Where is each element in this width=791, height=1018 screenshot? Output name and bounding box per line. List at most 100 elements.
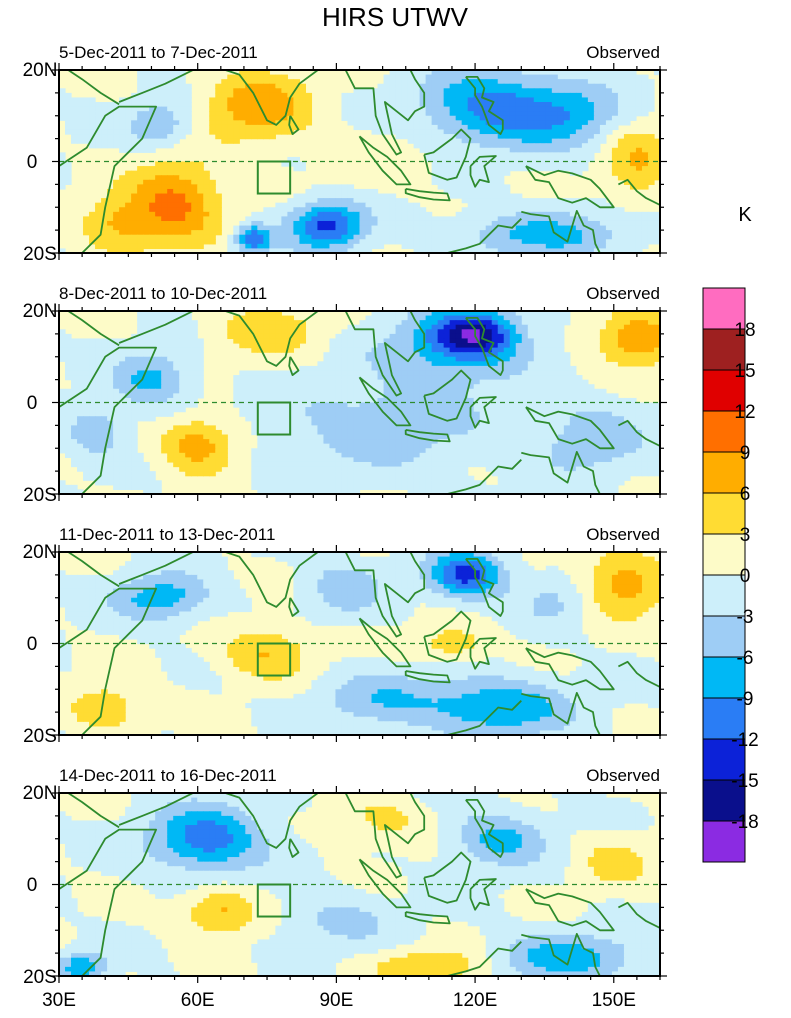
field-cell bbox=[516, 143, 523, 148]
field-cell bbox=[576, 403, 583, 408]
field-cell bbox=[552, 357, 559, 362]
field-cell bbox=[558, 430, 565, 435]
field-cell bbox=[456, 389, 463, 394]
field-cell bbox=[209, 203, 216, 208]
field-cell bbox=[462, 380, 469, 385]
field-cell bbox=[624, 239, 631, 244]
field-cell bbox=[558, 207, 565, 212]
field-cell bbox=[624, 407, 631, 412]
field-cell bbox=[155, 375, 162, 380]
field-cell bbox=[540, 348, 547, 353]
field-cell bbox=[360, 125, 367, 130]
field-cell bbox=[456, 235, 463, 240]
field-cell bbox=[474, 384, 481, 389]
field-cell bbox=[396, 134, 403, 139]
field-cell bbox=[269, 102, 276, 107]
field-cell bbox=[396, 88, 403, 93]
field-cell bbox=[648, 352, 655, 357]
field-cell bbox=[648, 320, 655, 325]
field-cell bbox=[516, 107, 523, 112]
field-cell bbox=[167, 93, 174, 98]
field-cell bbox=[456, 107, 463, 112]
field-cell bbox=[474, 370, 481, 375]
field-cell bbox=[233, 125, 240, 130]
field-cell bbox=[239, 334, 246, 339]
field-cell bbox=[245, 97, 252, 102]
field-cell bbox=[89, 221, 96, 226]
field-cell bbox=[444, 129, 451, 134]
field-cell bbox=[167, 357, 174, 362]
field-cell bbox=[305, 216, 312, 221]
field-cell bbox=[245, 389, 252, 394]
field-cell bbox=[564, 134, 571, 139]
field-cell bbox=[173, 370, 180, 375]
field-cell bbox=[71, 361, 78, 366]
field-cell bbox=[149, 334, 156, 339]
field-cell bbox=[137, 212, 144, 217]
field-cell bbox=[630, 235, 637, 240]
field-cell bbox=[516, 116, 523, 121]
field-cell bbox=[450, 403, 457, 408]
field-cell bbox=[600, 393, 607, 398]
field-cell bbox=[209, 226, 216, 231]
field-cell bbox=[353, 389, 360, 394]
field-cell bbox=[510, 129, 517, 134]
field-cell bbox=[245, 107, 252, 112]
field-cell bbox=[263, 421, 270, 426]
field-cell bbox=[191, 194, 198, 199]
field-cell bbox=[305, 203, 312, 208]
field-cell bbox=[618, 226, 625, 231]
field-cell bbox=[450, 334, 457, 339]
field-cell bbox=[335, 421, 342, 426]
field-cell bbox=[173, 338, 180, 343]
field-cell bbox=[498, 198, 505, 203]
field-cell bbox=[582, 412, 589, 417]
field-cell bbox=[161, 403, 168, 408]
field-cell bbox=[516, 129, 523, 134]
field-cell bbox=[239, 407, 246, 412]
field-cell bbox=[113, 180, 120, 185]
field-cell bbox=[257, 384, 264, 389]
field-cell bbox=[179, 235, 186, 240]
field-cell bbox=[534, 338, 541, 343]
field-cell bbox=[197, 171, 204, 176]
field-cell bbox=[618, 407, 625, 412]
field-cell bbox=[630, 352, 637, 357]
field-cell bbox=[185, 239, 192, 244]
field-cell bbox=[329, 184, 336, 189]
field-cell bbox=[173, 207, 180, 212]
field-cell bbox=[366, 352, 373, 357]
field-cell bbox=[83, 412, 90, 417]
field-cell bbox=[227, 334, 234, 339]
field-cell bbox=[396, 84, 403, 89]
field-cell bbox=[504, 380, 511, 385]
field-cell bbox=[347, 116, 354, 121]
field-cell bbox=[353, 370, 360, 375]
field-cell bbox=[402, 79, 409, 84]
field-cell bbox=[95, 421, 102, 426]
field-cell bbox=[215, 97, 222, 102]
field-cell bbox=[161, 384, 168, 389]
field-cell bbox=[534, 134, 541, 139]
field-cell bbox=[456, 380, 463, 385]
field-cell bbox=[89, 348, 96, 353]
field-cell bbox=[329, 198, 336, 203]
field-cell bbox=[378, 207, 385, 212]
field-cell bbox=[269, 97, 276, 102]
field-cell bbox=[143, 338, 150, 343]
field-cell bbox=[498, 175, 505, 180]
field-cell bbox=[77, 421, 84, 426]
field-cell bbox=[335, 226, 342, 231]
field-cell bbox=[89, 143, 96, 148]
field-cell bbox=[119, 207, 126, 212]
field-cell bbox=[215, 221, 222, 226]
field-cell bbox=[546, 129, 553, 134]
field-cell bbox=[167, 221, 174, 226]
field-cell bbox=[444, 316, 451, 321]
field-cell bbox=[564, 421, 571, 426]
field-cell bbox=[173, 93, 180, 98]
field-cell bbox=[492, 194, 499, 199]
field-cell bbox=[456, 329, 463, 334]
field-cell bbox=[119, 180, 126, 185]
field-cell bbox=[215, 226, 222, 231]
